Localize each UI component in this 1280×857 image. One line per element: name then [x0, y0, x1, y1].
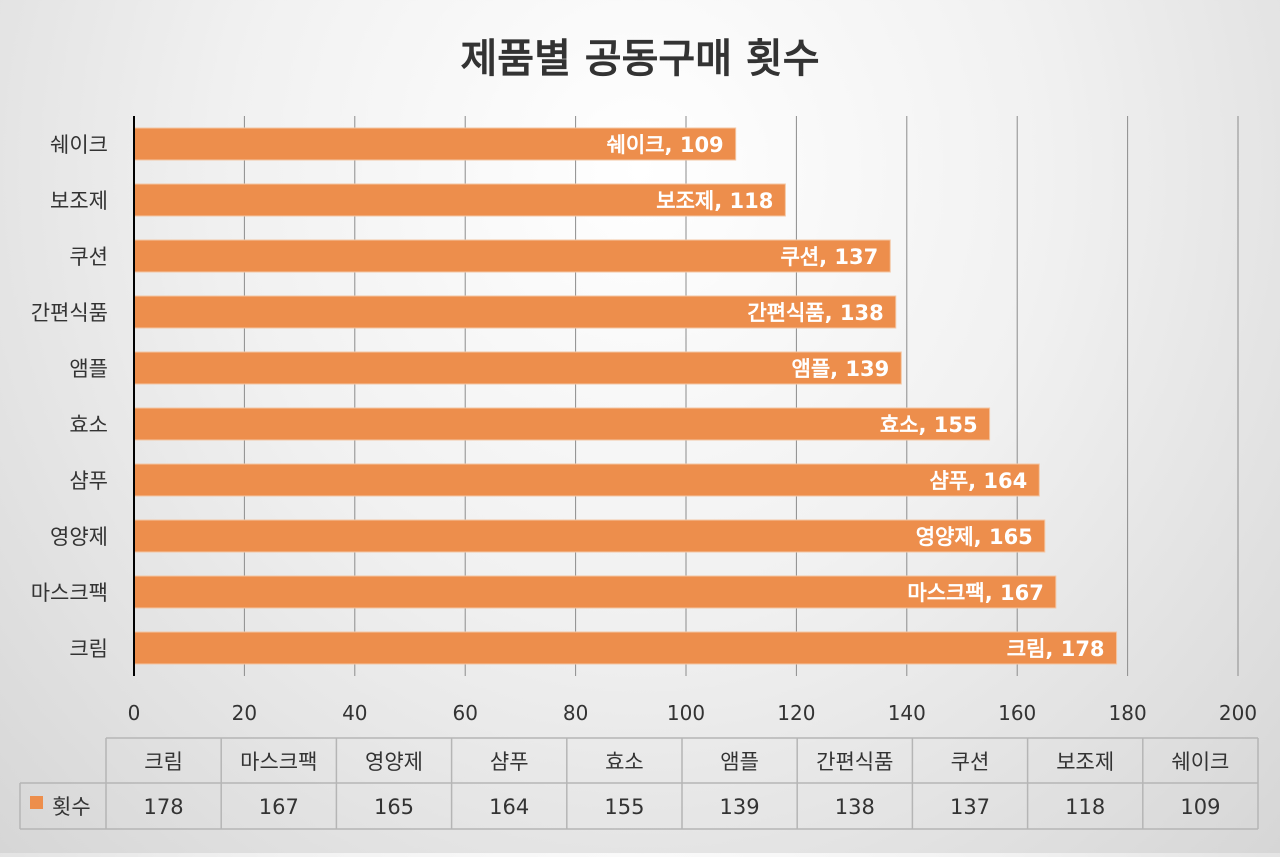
bars: 쉐이크, 109 보조제, 118 쿠션, 137 간편식품, 138 앰플, 139 효…: [133, 127, 1118, 665]
legend-key: [30, 796, 43, 809]
bar: [133, 463, 1040, 497]
legend-label: 횟수: [52, 795, 91, 819]
bar: [133, 351, 902, 385]
table-header-cell: 쉐이크: [1171, 750, 1229, 774]
x-tick-label: 0: [128, 701, 141, 725]
bar: [133, 631, 1118, 665]
bar: [133, 407, 991, 441]
table-header-cell: 보조제: [1056, 750, 1114, 774]
table-value-cell: 155: [604, 795, 644, 819]
table-header-cell: 마스크팩: [240, 750, 317, 774]
x-tick-label: 40: [342, 701, 367, 725]
table-value-cell: 137: [950, 795, 990, 819]
table-value-cell: 118: [1065, 795, 1105, 819]
data-label: 쉐이크, 109: [607, 133, 724, 157]
y-tick-label: 쿠션: [69, 245, 108, 269]
data-label: 샴푸, 164: [930, 469, 1028, 493]
y-tick-label: 쉐이크: [50, 133, 108, 157]
y-tick-label: 보조제: [50, 189, 108, 213]
y-tick-label: 앰플: [69, 357, 108, 381]
data-label: 쿠션, 137: [780, 245, 878, 269]
x-tick-label: 180: [1109, 701, 1147, 725]
x-tick-label: 80: [563, 701, 588, 725]
y-tick-label: 간편식품: [31, 301, 108, 325]
x-tick-label: 20: [232, 701, 257, 725]
data-label: 간편식품, 138: [747, 301, 883, 325]
x-tick-label: 160: [998, 701, 1036, 725]
x-tick-label: 140: [888, 701, 926, 725]
table-value-cell: 139: [720, 795, 760, 819]
y-tick-label: 영양제: [50, 525, 108, 549]
bar: [133, 239, 891, 273]
x-tick-label: 200: [1219, 701, 1257, 725]
table-value-cell: 164: [489, 795, 529, 819]
table-value-cell: 138: [835, 795, 875, 819]
x-tick-label: 60: [452, 701, 477, 725]
bar: [133, 127, 737, 161]
table-header-cell: 쿠션: [951, 750, 990, 774]
y-tick-label: 효소: [69, 413, 108, 437]
x-tick-label: 120: [777, 701, 815, 725]
bar: [133, 519, 1046, 553]
table-header-cell: 영양제: [365, 750, 423, 774]
data-label: 영양제, 165: [916, 525, 1033, 549]
table-value-cell: 178: [144, 795, 184, 819]
data-label: 크림, 178: [1007, 637, 1105, 661]
data-label: 마스크팩, 167: [907, 581, 1043, 605]
y-tick-label: 크림: [69, 637, 108, 661]
data-label: 앰플, 139: [792, 357, 890, 381]
data-table: 크림 178 마스크팩 167 영양제 165 샴푸 164 효소 155 앰플 139 간편식품 138…: [19, 737, 1259, 830]
data-label: 보조제, 118: [656, 189, 773, 213]
table-value-cell: 167: [259, 795, 299, 819]
chart-title: 제품별 공동구매 횟수: [460, 36, 819, 82]
x-tick-label: 100: [667, 701, 705, 725]
table-value-cell: 165: [374, 795, 414, 819]
data-label: 효소, 155: [880, 413, 978, 437]
table-header-cell: 간편식품: [816, 750, 893, 774]
table-value-cell: 109: [1180, 795, 1220, 819]
table-header-cell: 효소: [605, 750, 644, 774]
table-header-cell: 앰플: [720, 750, 759, 774]
table-header-cell: 크림: [144, 750, 183, 774]
y-tick-label: 마스크팩: [31, 581, 108, 605]
y-tick-label: 샴푸: [69, 469, 108, 493]
table-header-cell: 샴푸: [490, 750, 529, 774]
axes: 0 20 40 60 80 100 120 140 160 180 200 쉐이크보조제쿠션간편식품앰…: [31, 116, 1257, 725]
